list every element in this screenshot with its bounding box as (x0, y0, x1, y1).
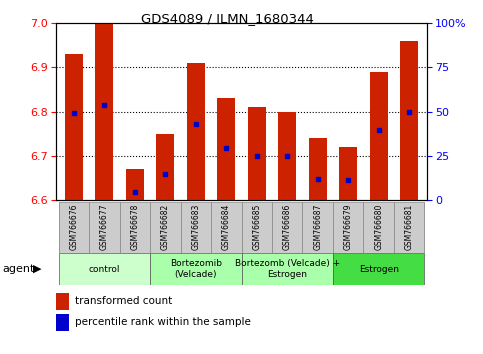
Bar (58, 202, 89, 253)
Text: GSM766676: GSM766676 (70, 203, 78, 250)
Text: GSM766681: GSM766681 (405, 203, 413, 250)
Bar (248, 107, 266, 200)
Bar (211, 202, 242, 253)
Text: GSM766678: GSM766678 (130, 203, 139, 250)
Bar (333, 202, 363, 253)
Text: GSM766684: GSM766684 (222, 203, 231, 250)
Text: GSM766677: GSM766677 (100, 203, 109, 250)
Bar (394, 202, 425, 253)
Bar (217, 98, 235, 200)
Bar (242, 202, 272, 253)
Bar (89, 202, 120, 253)
Text: agent: agent (2, 264, 35, 274)
Bar (302, 202, 333, 253)
Bar (272, 202, 302, 253)
Text: control: control (88, 264, 120, 274)
Bar (156, 134, 174, 200)
Text: Bortezomb (Velcade) +
Estrogen: Bortezomb (Velcade) + Estrogen (235, 259, 340, 279)
Bar (58, 253, 150, 285)
Text: GDS4089 / ILMN_1680344: GDS4089 / ILMN_1680344 (141, 12, 313, 25)
Bar (126, 169, 144, 200)
Text: Bortezomib
(Velcade): Bortezomib (Velcade) (170, 259, 222, 279)
Text: ▶: ▶ (33, 264, 42, 274)
Bar (369, 72, 388, 200)
Bar (309, 138, 327, 200)
Text: transformed count: transformed count (75, 296, 172, 306)
Bar (339, 147, 357, 200)
Text: GSM766680: GSM766680 (374, 203, 383, 250)
Text: percentile rank within the sample: percentile rank within the sample (75, 318, 251, 327)
Text: GSM766685: GSM766685 (252, 203, 261, 250)
Bar (150, 202, 181, 253)
Bar (278, 112, 297, 200)
Bar (150, 253, 242, 285)
Text: GSM766686: GSM766686 (283, 203, 292, 250)
Bar (400, 41, 418, 200)
Bar (242, 253, 333, 285)
Text: Estrogen: Estrogen (359, 264, 398, 274)
Bar (333, 253, 425, 285)
Bar (95, 23, 114, 200)
Text: GSM766679: GSM766679 (344, 203, 353, 250)
Bar (363, 202, 394, 253)
Bar (186, 63, 205, 200)
Text: GSM766682: GSM766682 (161, 203, 170, 250)
Bar (120, 202, 150, 253)
Text: GSM766687: GSM766687 (313, 203, 322, 250)
Text: GSM766683: GSM766683 (191, 203, 200, 250)
Bar (181, 202, 211, 253)
Bar (65, 54, 83, 200)
